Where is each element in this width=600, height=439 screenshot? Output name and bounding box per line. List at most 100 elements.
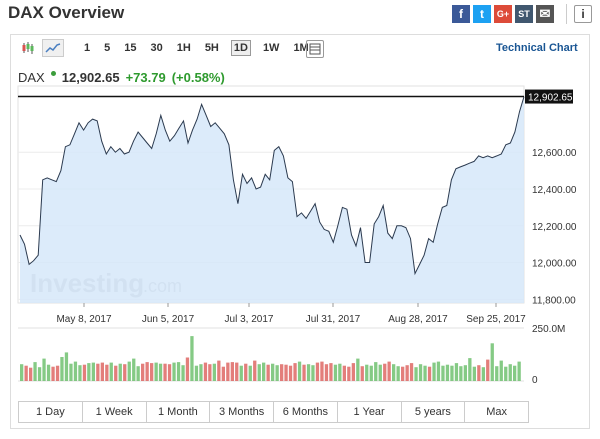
range-1-month[interactable]: 1 Month [147, 402, 211, 422]
volume-bar [374, 362, 378, 381]
volume-bar [46, 364, 51, 381]
range-1-year[interactable]: 1 Year [338, 402, 402, 422]
volume-bar [490, 343, 494, 381]
stocktwits-icon[interactable]: ST [515, 5, 533, 23]
volume-bar [472, 366, 476, 381]
volume-bar [158, 363, 163, 381]
volume-bar [176, 362, 181, 381]
timeframe-1m[interactable]: 1M [293, 42, 309, 54]
range-5-years[interactable]: 5 years [402, 402, 466, 422]
volume-bar [288, 365, 293, 381]
range-max[interactable]: Max [486, 406, 508, 418]
chart-frame [10, 34, 590, 429]
volume-bar [293, 363, 297, 381]
range-6-months[interactable]: 6 Months [274, 402, 338, 422]
volume-bar [324, 364, 329, 381]
volume-bar [271, 363, 275, 381]
volume-bar [239, 365, 243, 381]
candlestick-chart-icon[interactable] [17, 39, 39, 57]
volume-bar [392, 364, 396, 381]
volume-bar [199, 364, 203, 381]
x-tick-label: Jul 31, 2017 [306, 314, 361, 325]
volume-bar [42, 358, 46, 381]
volume-bar [302, 364, 306, 381]
area-chart-icon[interactable] [42, 39, 64, 57]
volume-bar [436, 361, 441, 381]
volume-bar [329, 363, 333, 381]
last-price-label: 12,902.65 [528, 93, 573, 104]
volume-bar [463, 365, 467, 381]
volume-bar [20, 364, 24, 381]
volume-bar [450, 365, 454, 381]
y-tick-label: 12,600.00 [532, 148, 577, 159]
volume-bar [114, 365, 118, 381]
volume-bar [401, 366, 405, 381]
quote-line: DAX 12,902.65 +73.79 (+0.58%) [18, 70, 225, 85]
price-line [19, 96, 525, 276]
volume-bar [297, 361, 302, 381]
timeframe-5h[interactable]: 5H [204, 42, 219, 54]
volume-bar [378, 364, 382, 381]
volume-bar [24, 365, 28, 381]
volume-bar [405, 365, 409, 381]
volume-bar [100, 362, 104, 381]
volume-bar [333, 364, 338, 381]
range-3-months[interactable]: 3 Months [210, 402, 274, 422]
last-price-badge [525, 89, 573, 104]
volume-bar [136, 366, 140, 381]
volume-bar [73, 361, 78, 381]
volume-bar [203, 362, 208, 381]
twitter-icon[interactable]: t [473, 5, 491, 23]
volume-bar [226, 362, 230, 381]
volume-bar [244, 363, 248, 381]
volume-bar [468, 358, 472, 381]
timeframe-1d[interactable]: 1D [230, 40, 251, 56]
table-view-icon[interactable] [306, 40, 324, 58]
x-tick-label: Aug 28, 2017 [388, 314, 448, 325]
timeframe-15[interactable]: 15 [124, 42, 137, 54]
google-plus-icon[interactable]: G+ [494, 5, 512, 23]
price-chart[interactable]: 12,600.00 12,400.00 12,200.00 12,000.00 11,8… [0, 0, 600, 400]
volume-bar [190, 336, 194, 381]
quote-change-pct: (+0.58%) [171, 70, 225, 85]
volume-bar [105, 364, 109, 381]
volume-bar [409, 363, 414, 381]
volume-bar [253, 360, 257, 381]
volume-bar [338, 363, 342, 381]
volume-bar [221, 366, 225, 381]
volume-bar [517, 361, 521, 381]
timeframe-5[interactable]: 5 [104, 42, 111, 54]
volume-bar [356, 358, 360, 381]
volume-bar [64, 352, 69, 381]
volume-bar [396, 366, 400, 381]
volume-bar [194, 365, 199, 381]
volume-bar [360, 366, 364, 381]
volume-bar [37, 367, 42, 381]
volume-bar [504, 366, 508, 381]
volume-bar [69, 363, 73, 381]
info-icon[interactable]: i [574, 5, 592, 23]
volume-bar [154, 362, 158, 381]
volume-bar [212, 363, 216, 381]
x-tick-label: Sep 25, 2017 [466, 314, 526, 325]
volume-bar [208, 364, 212, 381]
volume-bar [427, 366, 432, 381]
timeframe-1h[interactable]: 1H [176, 42, 191, 54]
range-1-week[interactable]: 1 Week [83, 402, 147, 422]
timeframe-30[interactable]: 30 [150, 42, 163, 54]
email-icon[interactable]: ✉ [536, 5, 554, 23]
volume-bar [513, 365, 517, 381]
y-tick-label: 11,800.00 [532, 295, 576, 306]
volume-bar [499, 360, 503, 381]
range-1-day[interactable]: 1 Day [19, 402, 83, 422]
timeframe-1w[interactable]: 1W [262, 42, 280, 54]
technical-chart-link[interactable]: Technical Chart [496, 42, 578, 54]
timeframe-1[interactable]: 1 [84, 42, 91, 54]
volume-bar [163, 363, 167, 381]
volume-bar [172, 362, 176, 381]
facebook-icon[interactable]: f [452, 5, 470, 23]
volume-bar [96, 363, 100, 381]
volume-bar [29, 367, 33, 381]
volume-bar [235, 362, 239, 381]
x-tick-label: May 8, 2017 [56, 314, 111, 325]
